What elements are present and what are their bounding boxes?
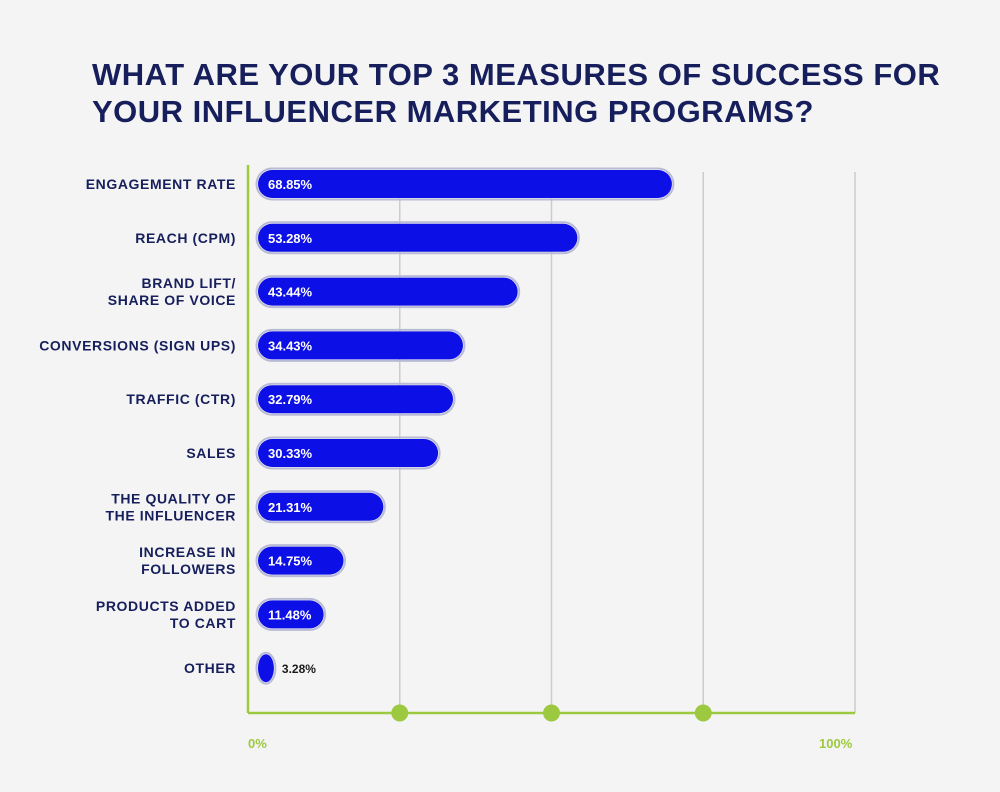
bar-outline	[255, 167, 675, 201]
category-label: PRODUCTS ADDED TO CART	[96, 598, 236, 631]
bar	[258, 654, 274, 683]
chart-title: WHAT ARE YOUR TOP 3 MEASURES OF SUCCESS …	[92, 57, 941, 129]
x-tick-label: 100%	[819, 736, 853, 751]
x-axis: 0% 100%	[246, 165, 855, 751]
category-label: SALES	[186, 445, 236, 461]
bar-outline	[255, 382, 456, 416]
bar-outline	[255, 651, 277, 685]
bar-outline	[255, 544, 347, 578]
bar-value-label: 11.48%	[268, 607, 312, 622]
bar-value-label: 43.44%	[268, 285, 313, 300]
bar-value-label: 32.79%	[268, 392, 313, 407]
bar	[258, 331, 463, 360]
category-label: INCREASE IN FOLLOWERS	[139, 544, 236, 577]
bar-outline	[255, 597, 327, 631]
bar-value-label: 34.43%	[268, 338, 313, 353]
bar	[258, 385, 454, 414]
category-label: CONVERSIONS (SIGN UPS)	[39, 337, 236, 353]
category-labels: ENGAGEMENT RATE REACH (CPM) BRAND LIFT/SHA…	[39, 176, 236, 676]
bar	[258, 170, 672, 198]
bar-value-label: 3.28%	[282, 662, 316, 676]
axis-marker	[694, 704, 712, 722]
bar-outline	[255, 436, 441, 470]
bar-value-label: 14.75%	[268, 554, 313, 569]
axis-marker	[391, 704, 409, 722]
bar	[258, 223, 578, 252]
bar	[258, 546, 344, 575]
bar-value-label: 30.33%	[268, 446, 313, 461]
category-label: REACH (CPM)	[135, 230, 236, 246]
bar-value-label: 68.85%	[268, 177, 313, 192]
bar-outline	[255, 328, 466, 362]
bar-outline	[255, 490, 386, 524]
bars: 68.85% 53.28% 43.44% 34.43% 32.79% 30.33% 21.3…	[255, 167, 675, 685]
x-tick-label: 0%	[248, 736, 267, 751]
bar-value-label: 21.31%	[268, 500, 313, 515]
axis-marker	[543, 704, 560, 722]
category-label: OTHER	[184, 660, 236, 676]
bar-outline	[255, 275, 521, 309]
bar-outline	[255, 221, 580, 255]
bar	[258, 439, 439, 467]
category-label: ENGAGEMENT RATE	[86, 176, 236, 192]
bar	[258, 600, 324, 629]
bar	[258, 492, 384, 521]
category-label: TRAFFIC (CTR)	[126, 391, 236, 407]
bar-value-label: 53.28%	[268, 231, 313, 246]
bar	[258, 277, 518, 306]
category-label: BRAND LIFT/SHARE OF VOICE	[108, 275, 236, 308]
category-label: THE QUALITY OF THE INFLUENCER	[105, 490, 236, 523]
